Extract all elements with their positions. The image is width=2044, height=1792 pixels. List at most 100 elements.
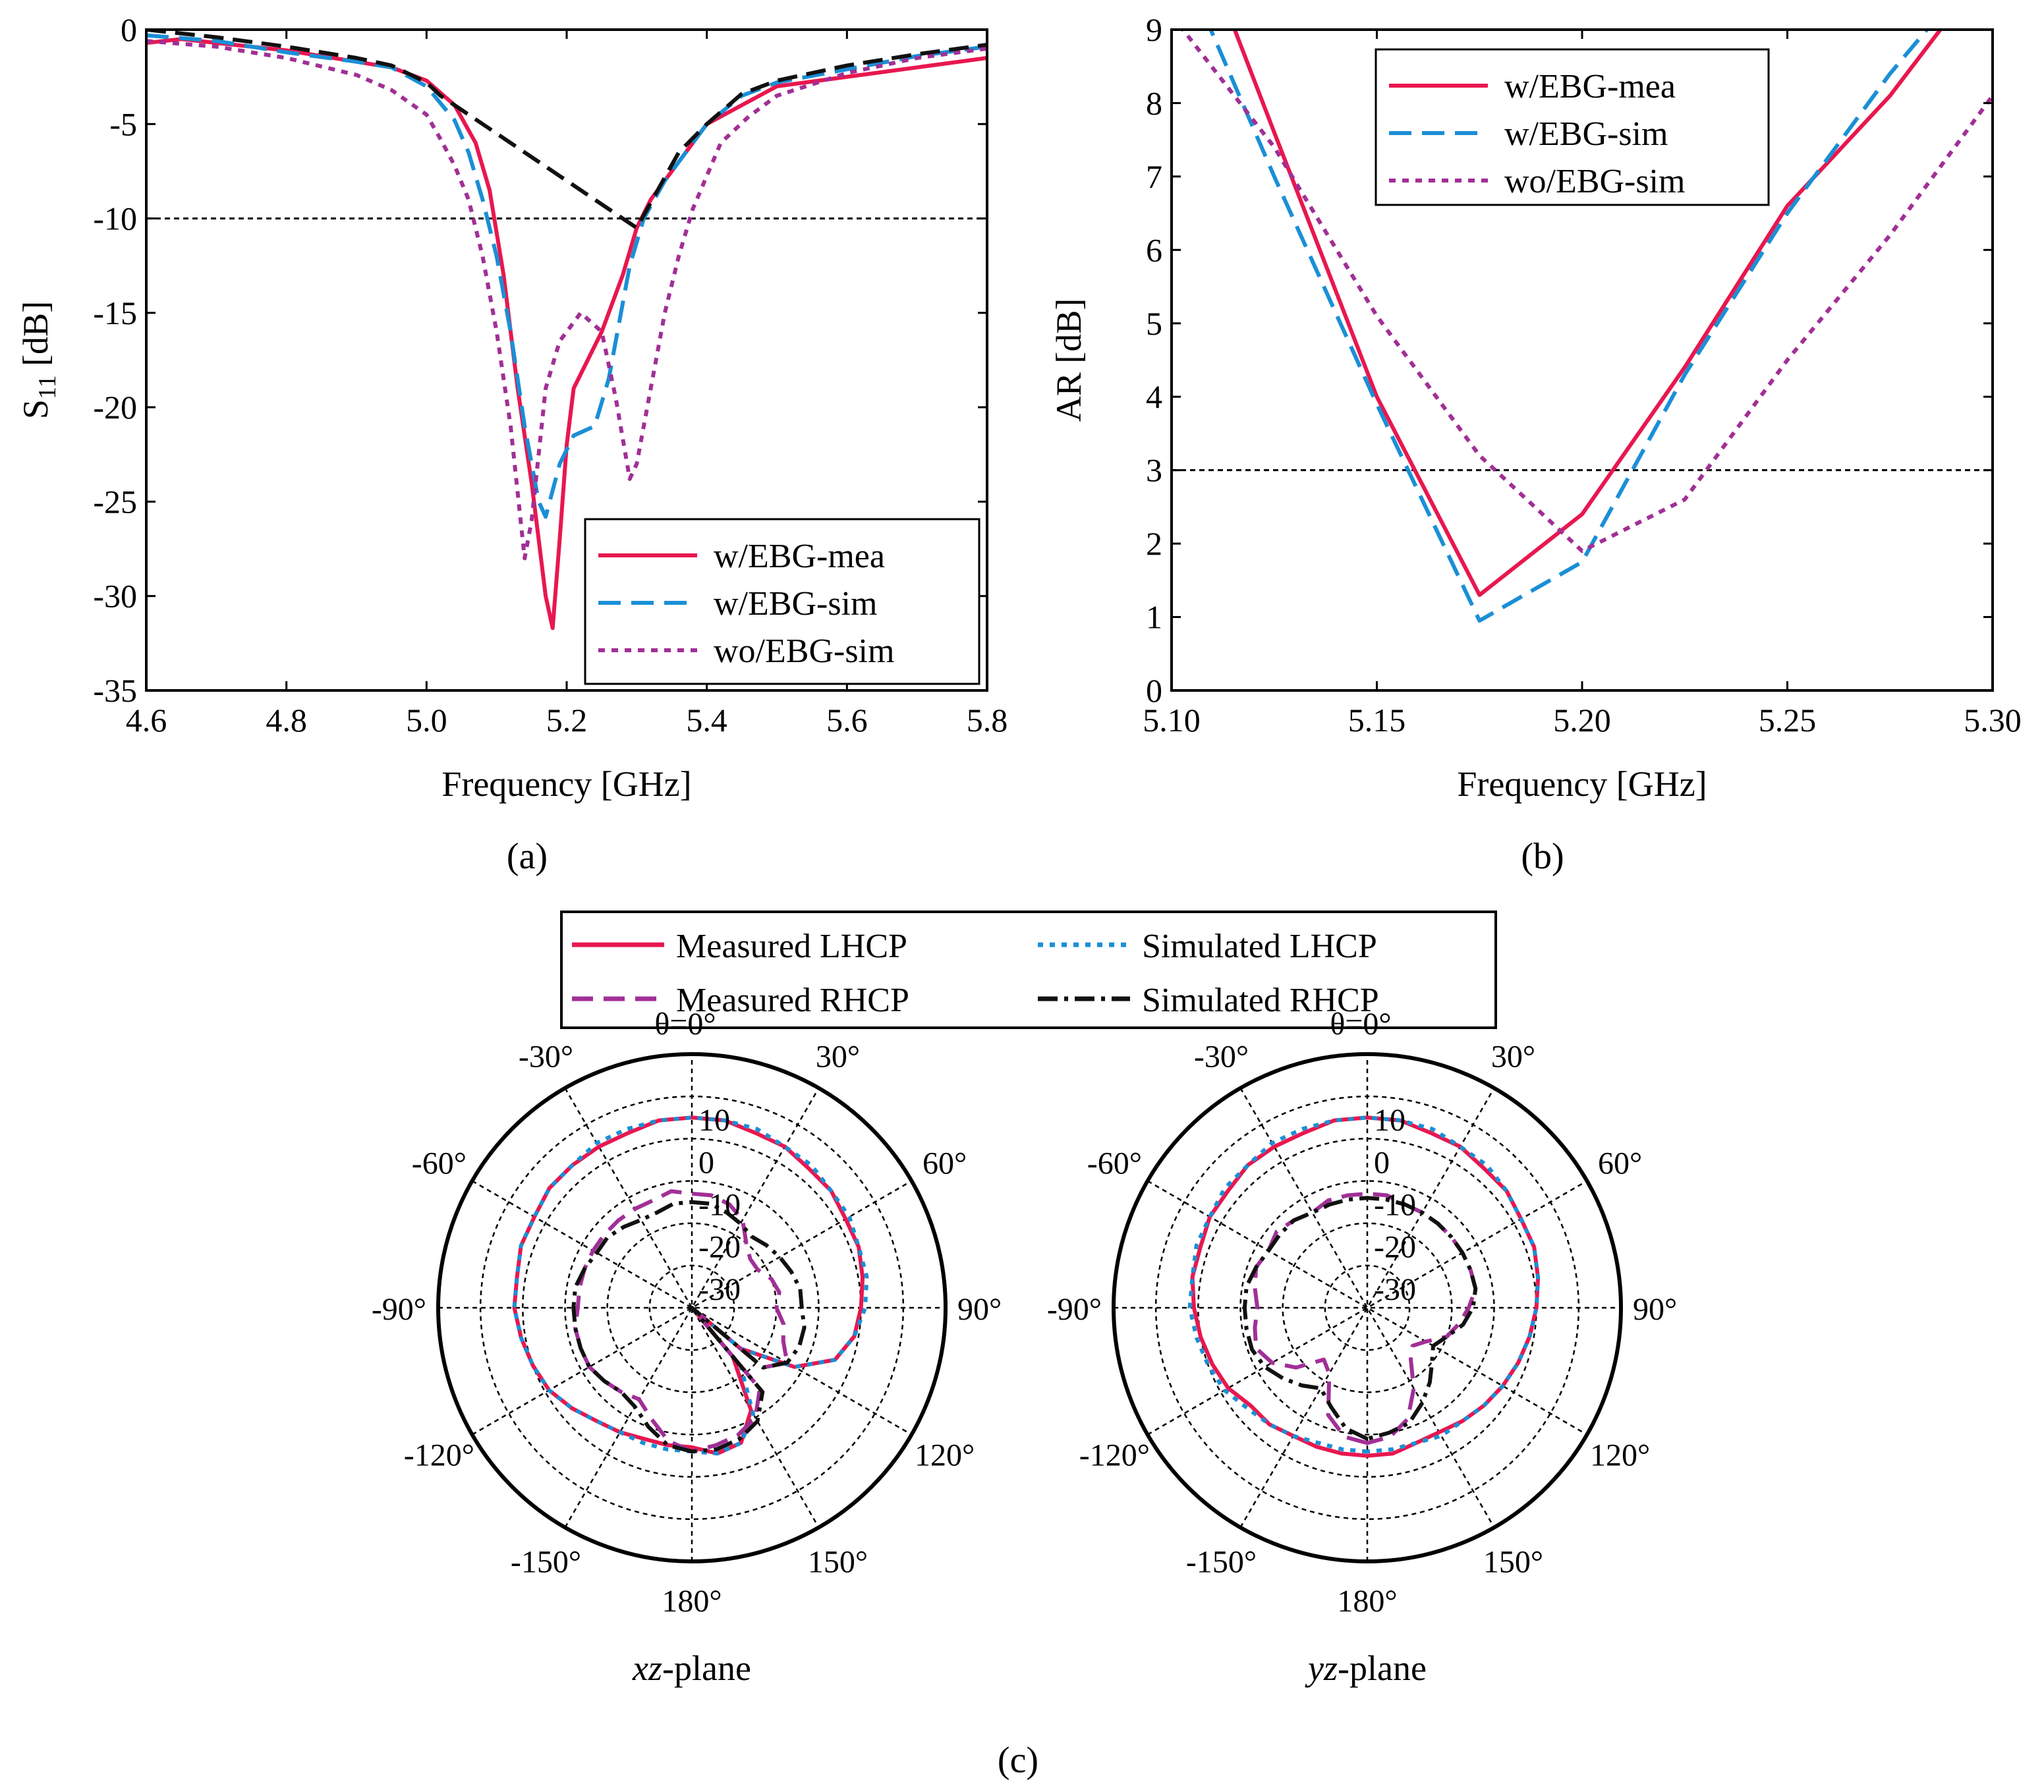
angle-label: -150° [511,1545,581,1580]
grid-spoke [471,1180,913,1436]
y-tick-label: 8 [1146,84,1162,121]
x-tick-label: 4.6 [126,702,167,739]
angle-label: θ=0° [1330,1007,1391,1042]
y-tick-label: 7 [1146,158,1162,195]
radiation-pattern-chart: Measured LHCP Measured RHCP Simulated LHCP… [372,910,1677,1781]
angle-label: 180° [662,1584,722,1619]
radial-tick-label: -30 [1374,1272,1416,1307]
s11-chart: 4.6 4.8 5.0 5.2 5.4 5.6 5.8 0 -5 -10 -15 -20 -25 -30 -… [16,11,1008,877]
angle-label: -150° [1186,1545,1257,1580]
legend-box [1375,48,1770,206]
plane-italic: yz [1305,1648,1338,1688]
y-axis-label: S11 [dB] [16,301,61,419]
y-tick-label: 1 [1146,599,1162,636]
panel-caption: (c) [998,1740,1038,1781]
radial-tick-label: -20 [698,1230,741,1265]
angle-label: -30° [519,1039,573,1074]
grid-ring [648,1264,735,1351]
angle-label: 60° [923,1146,967,1181]
legend-label: wo/EBG-sim [714,632,894,670]
radial-tick-label: -30 [698,1272,741,1307]
angle-label: 150° [1483,1545,1543,1580]
x-tick-label: 4.8 [266,702,307,739]
outer-ring [436,1052,948,1563]
y-tick-label: 4 [1146,378,1162,415]
y-tick-label: 0 [1146,672,1162,709]
radial-tick-label: 10 [698,1103,730,1138]
y-tick-label: -35 [93,672,137,709]
x-tick-label: 5.6 [826,702,868,739]
grid-spoke [1239,1087,1495,1528]
angle-label: 120° [1590,1438,1650,1473]
panel-caption: (a) [507,836,548,877]
legend-label: wo/EBG-sim [1504,163,1685,200]
y-tick-label: -15 [93,294,137,331]
radial-tick-label: 0 [1374,1145,1390,1180]
y-tick-label: 0 [121,11,137,48]
grid-ring [1324,1264,1411,1351]
y-tick-label: 6 [1146,231,1162,268]
angle-label: 180° [1337,1584,1397,1619]
outer-ring [1112,1052,1623,1563]
angle-label: 120° [915,1438,975,1473]
panel-caption: (b) [1521,836,1564,877]
x-tick-label: 5.30 [1964,702,2022,739]
pattern-3 [1242,1196,1478,1441]
x-tick-label: 5.25 [1759,702,1817,739]
axial-ratio-chart: 5.10 5.15 5.20 5.25 5.30 0 1 2 3 4 5 6 7 8 9 Frequency … [1049,11,2022,877]
series-0 [1232,30,1943,598]
y-label-main: S [16,399,55,419]
y-tick-label: 2 [1146,525,1162,562]
radial-tick-label: -10 [698,1188,741,1223]
radial-tick-label: 0 [698,1145,714,1180]
plane-label: yz-plane [1305,1648,1427,1688]
angle-label: -90° [1047,1292,1102,1327]
angle-label: 30° [816,1039,860,1074]
angle-label: -60° [412,1146,467,1181]
legend-label: Simulated LHCP [1142,928,1377,965]
plane-suffix: -plane [662,1648,751,1688]
x-tick-label: 5.15 [1348,702,1406,739]
pattern-2 [573,1189,789,1454]
y-axis-label: AR [dB] [1049,298,1089,422]
legend-label: w/EBG-mea [714,538,885,575]
y-tick-label: -30 [93,578,137,615]
x-axis-label: Frequency [GHz] [1457,764,1707,804]
plane-label: xz-plane [632,1648,751,1688]
angle-label: -30° [1194,1039,1249,1074]
angle-label: 90° [957,1292,1002,1327]
y-tick-label: 5 [1146,305,1162,342]
pattern-2 [1253,1191,1478,1445]
legend-label: w/EBG-sim [1504,115,1668,153]
series-2 [146,39,987,561]
plane-italic: xz [632,1648,662,1688]
series-2 [1180,30,1993,553]
radial-tick-label: 10 [1374,1103,1405,1138]
legend-label: Simulated RHCP [1142,982,1379,1019]
series-1 [146,33,987,519]
angle-label: 60° [1598,1146,1642,1181]
series-1 [1208,30,1930,623]
x-axis-label: Frequency [GHz] [441,764,691,804]
angle-label: -60° [1087,1146,1142,1181]
x-tick-label: 5.10 [1143,702,1201,739]
legend-box [560,910,1497,1029]
y-tick-label: -5 [109,105,137,142]
x-tick-label: 5.20 [1553,702,1611,739]
plane-suffix: -plane [1338,1648,1427,1688]
angle-label: -90° [372,1292,426,1327]
radial-tick-label: -10 [1374,1188,1416,1223]
angle-label: 90° [1633,1292,1677,1327]
radial-tick-label: -20 [1374,1230,1416,1265]
x-tick-label: 5.2 [546,702,588,739]
pattern-1 [1187,1115,1541,1454]
angle-label: 150° [808,1545,868,1580]
series-3 [146,30,987,230]
pattern-3 [571,1200,807,1454]
y-label-sub: 11 [34,375,61,399]
grid-spoke [471,1180,913,1436]
y-tick-label: -10 [93,200,137,237]
legend-label: w/EBG-mea [1504,68,1676,105]
x-tick-label: 5.8 [967,702,1008,739]
